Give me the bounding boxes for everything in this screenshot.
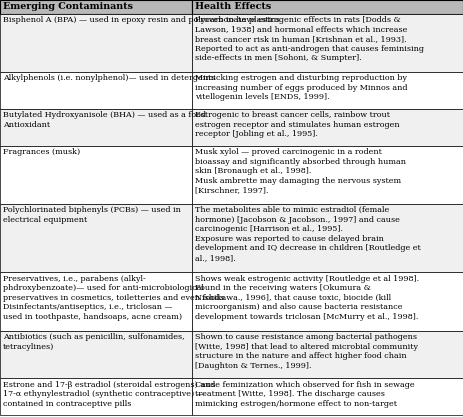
Text: Alkylphenols (i.e. nonylphenol)— used in detergents: Alkylphenols (i.e. nonylphenol)— used in… xyxy=(3,74,215,82)
Text: Antibiotics (such as penicillin, sulfonamides,
tetracylines): Antibiotics (such as penicillin, sulfona… xyxy=(3,333,185,351)
Text: Estrogenic to breast cancer cells, rainbow trout
estrogen receptor and stimulate: Estrogenic to breast cancer cells, rainb… xyxy=(195,111,400,138)
Bar xyxy=(192,331,463,378)
Text: Butylated Hydroxyanisole (BHA) — used as a food
Antioxidant: Butylated Hydroxyanisole (BHA) — used as… xyxy=(3,111,206,129)
Text: Proven to have estrogenic effects in rats [Dodds &
Lawson, 1938] and hormonal ef: Proven to have estrogenic effects in rat… xyxy=(195,16,424,62)
Bar xyxy=(192,378,463,415)
Bar xyxy=(0,204,192,272)
Bar xyxy=(192,14,463,72)
Bar xyxy=(0,0,192,14)
Bar xyxy=(0,72,192,109)
Bar xyxy=(0,14,192,72)
Text: Estrone and 17-β estradiol (steroidal estrogens) and
17-α ethynylestradiol (synt: Estrone and 17-β estradiol (steroidal es… xyxy=(3,381,215,407)
Text: Fragrances (musk): Fragrances (musk) xyxy=(3,148,80,156)
Text: Mimicking estrogen and disturbing reproduction by
increasing number of eggs prod: Mimicking estrogen and disturbing reprod… xyxy=(195,74,407,101)
Bar xyxy=(192,272,463,331)
Bar xyxy=(0,331,192,378)
Bar xyxy=(0,378,192,415)
Text: Bisphenol A (BPA) — used in epoxy resin and polycarbonate plastics: Bisphenol A (BPA) — used in epoxy resin … xyxy=(3,16,280,24)
Text: Preservatives, i.e., parabens (alkyl-
phdroxybenzoate)— used for anti-microbiolo: Preservatives, i.e., parabens (alkyl- ph… xyxy=(3,275,224,321)
Bar xyxy=(192,204,463,272)
Bar xyxy=(0,109,192,146)
Bar xyxy=(0,272,192,331)
Text: Health Effects: Health Effects xyxy=(195,3,271,11)
Bar xyxy=(192,109,463,146)
Text: The metabolites able to mimic estradiol (female
hormone) [Jacobson & Jacobson., : The metabolites able to mimic estradiol … xyxy=(195,206,421,262)
Text: Musk xylol — proved carcinogenic in a rodent
bioassay and significantly absorbed: Musk xylol — proved carcinogenic in a ro… xyxy=(195,148,406,194)
Text: Polychlorinated biphenyls (PCBs) — used in
electrical equipment: Polychlorinated biphenyls (PCBs) — used … xyxy=(3,206,181,224)
Bar xyxy=(192,146,463,204)
Bar xyxy=(0,146,192,204)
Bar xyxy=(192,72,463,109)
Text: Cause feminization which observed for fish in sewage
treatment [Witte, 1998]. Th: Cause feminization which observed for fi… xyxy=(195,381,415,407)
Text: Emerging Contaminants: Emerging Contaminants xyxy=(3,3,133,11)
Text: Shows weak estrogenic activity [Routledge et al 1998].
Found in the receiving wa: Shows weak estrogenic activity [Routledg… xyxy=(195,275,419,321)
Bar xyxy=(192,0,463,14)
Text: Shown to cause resistance among bacterial pathogens
[Witte, 1998] that lead to a: Shown to cause resistance among bacteria… xyxy=(195,333,418,369)
